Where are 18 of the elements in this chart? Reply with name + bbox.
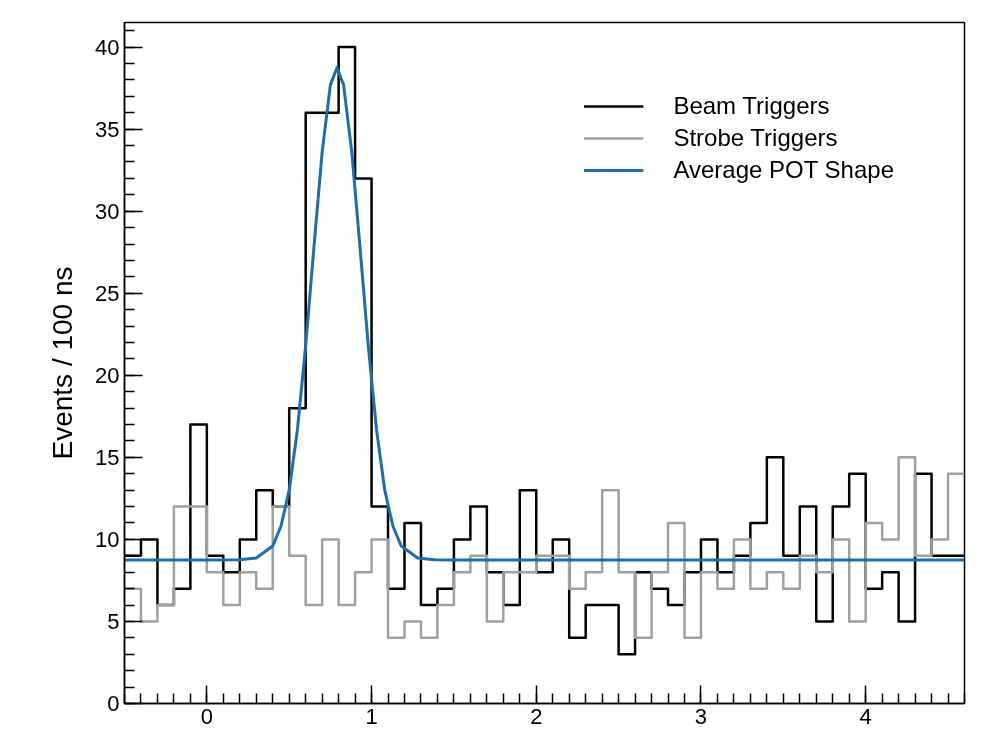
x-tick-label: 2 <box>530 703 543 729</box>
y-tick-label: 30 <box>95 198 120 224</box>
line-series <box>124 66 965 562</box>
y-tick-label: 35 <box>95 116 120 142</box>
x-tick-label: 1 <box>365 703 378 729</box>
legend-label: Strobe Triggers <box>673 124 838 152</box>
y-tick-label: 40 <box>95 34 120 60</box>
x-tick-label: 3 <box>694 703 708 729</box>
y-tick-label: 20 <box>95 362 120 388</box>
y-axis-title: Events / 100 ns <box>47 266 79 460</box>
y-tick-label: 5 <box>107 608 120 634</box>
y-tick-label: 15 <box>95 444 120 470</box>
x-tick-label: 4 <box>859 703 872 729</box>
legend-label: Average POT Shape <box>673 156 894 184</box>
legend-label: Beam Triggers <box>673 92 830 120</box>
y-tick-label: 10 <box>95 526 120 552</box>
y-tick-label: 25 <box>95 280 120 306</box>
x-tick-label: 0 <box>200 703 213 729</box>
